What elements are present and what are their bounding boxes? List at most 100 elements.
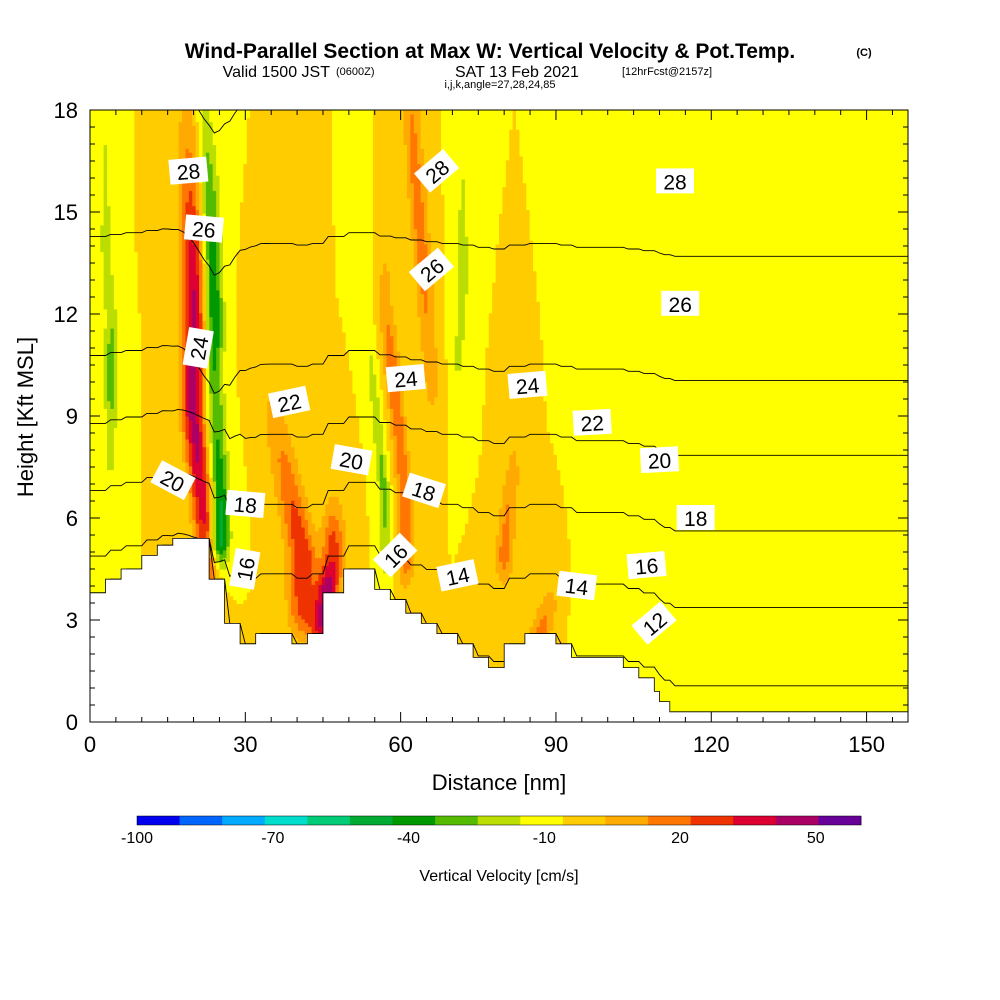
velocity-cell (100, 224, 112, 230)
velocity-cell (410, 500, 415, 505)
velocity-cell (393, 630, 531, 635)
velocity-cell (90, 316, 108, 321)
velocity-cell (178, 416, 183, 421)
velocity-cell (90, 450, 108, 455)
velocity-cell (372, 132, 405, 138)
velocity-cell (499, 240, 534, 245)
velocity-cell (567, 634, 908, 639)
velocity-cell (199, 243, 204, 249)
velocity-cell (178, 194, 183, 199)
velocity-cell (488, 343, 544, 348)
velocity-cell (103, 285, 115, 291)
velocity-cell (512, 565, 572, 570)
contour-label-box (268, 385, 311, 419)
velocity-cell (141, 412, 180, 417)
velocity-cell (274, 473, 282, 478)
velocity-cell (219, 538, 224, 543)
velocity-cell (458, 320, 466, 325)
velocity-cell (400, 523, 411, 528)
velocity-cell (522, 167, 908, 172)
velocity-cell (314, 618, 319, 624)
velocity-cell (219, 251, 224, 256)
velocity-cell (328, 546, 340, 551)
velocity-cell (107, 324, 118, 329)
velocity-cell (226, 396, 241, 402)
velocity-cell (195, 113, 204, 119)
velocity-cell (205, 178, 214, 184)
velocity-cell (410, 217, 415, 222)
velocity-cell (239, 416, 268, 421)
velocity-cell (212, 408, 224, 413)
velocity-cell (222, 381, 238, 386)
velocity-cell (205, 297, 210, 302)
velocity-cell (182, 328, 187, 333)
velocity-cell (192, 481, 197, 486)
velocity-cell (308, 622, 316, 627)
velocity-cell (222, 343, 227, 348)
velocity-cell (495, 546, 500, 551)
velocity-cell (410, 140, 418, 146)
velocity-cell (182, 312, 187, 318)
velocity-cell (509, 148, 521, 153)
velocity-cell (335, 270, 374, 276)
velocity-cell (90, 465, 108, 471)
velocity-cell (328, 523, 340, 528)
velocity-cell (178, 152, 187, 157)
velocity-cell (325, 557, 340, 562)
velocity-cell (499, 576, 510, 582)
velocity-cell (516, 500, 565, 505)
velocity-cell (366, 488, 381, 494)
velocity-cell (192, 293, 197, 299)
velocity-cell (383, 423, 388, 429)
velocity-cell (284, 561, 292, 566)
velocity-cell (110, 224, 135, 230)
contour-label-box (661, 290, 700, 316)
velocity-cell (202, 519, 207, 524)
velocity-cell (550, 438, 908, 444)
velocity-cell (294, 565, 313, 570)
velocity-cell (410, 163, 422, 168)
velocity-cell (212, 431, 224, 436)
velocity-cell (389, 465, 394, 471)
velocity-cell (209, 385, 221, 390)
velocity-cell (444, 236, 459, 241)
velocity-cell (543, 350, 908, 356)
velocity-cell (103, 167, 108, 172)
velocity-cell (468, 507, 500, 513)
contour-label-box (507, 370, 548, 400)
velocity-cell (447, 377, 486, 383)
velocity-cell (311, 580, 316, 585)
velocity-cell (267, 419, 285, 425)
velocity-cell (209, 530, 214, 536)
velocity-cell (117, 316, 142, 321)
velocity-cell (331, 136, 374, 142)
velocity-cell (110, 205, 135, 211)
velocity-cell (280, 484, 299, 490)
velocity-cell (90, 404, 105, 409)
velocity-cell (406, 186, 415, 191)
velocity-cell (219, 358, 224, 364)
velocity-cell (219, 263, 224, 268)
velocity-cell (516, 117, 908, 123)
velocity-cell (205, 163, 214, 168)
velocity-cell (372, 427, 384, 432)
velocity-cell (226, 442, 244, 448)
velocity-cell (209, 404, 214, 409)
velocity-cell (192, 419, 197, 425)
velocity-cell (192, 113, 197, 119)
velocity-cell (464, 213, 500, 218)
velocity-cell (222, 370, 238, 375)
velocity-cell (383, 442, 388, 448)
velocity-cell (90, 213, 105, 218)
velocity-cell (107, 178, 135, 184)
velocity-cell (182, 293, 187, 299)
velocity-cell (372, 213, 411, 218)
velocity-cell (393, 408, 401, 413)
velocity-cell (205, 186, 214, 191)
velocity-cell (396, 335, 422, 341)
velocity-cell (185, 148, 190, 153)
velocity-cell (134, 171, 180, 176)
velocity-cell (389, 301, 418, 306)
velocity-cell (195, 266, 200, 272)
velocity-cell (216, 274, 221, 279)
